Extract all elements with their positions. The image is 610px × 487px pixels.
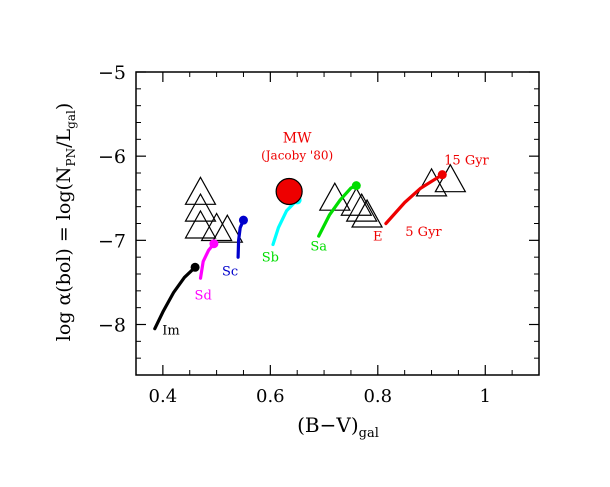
series-label: Im xyxy=(162,324,179,339)
series-label: Sd xyxy=(195,288,212,303)
mw-subtitle: (Jacoby '80) xyxy=(261,149,333,163)
triangle-marker xyxy=(345,192,378,222)
x-tick-label: 0.6 xyxy=(256,386,285,407)
series-line-sa xyxy=(317,184,358,238)
y-tick-label: −8 xyxy=(98,315,126,337)
series-label: Sa xyxy=(310,239,327,254)
plot-frame xyxy=(135,71,540,376)
x-axis-label: (B−V)gal xyxy=(297,413,379,441)
triangle-marker xyxy=(415,167,448,197)
series-line-im xyxy=(153,265,197,331)
x-tick-label: 0.4 xyxy=(149,386,178,407)
series-label: 15 Gyr xyxy=(444,154,489,169)
y-axis-label: log α(bol) = log(NPN/Lgal) xyxy=(53,103,78,342)
series-endpoint-sa xyxy=(351,181,361,191)
series-line-sd xyxy=(198,242,216,280)
triangle-marker xyxy=(211,213,244,243)
series-endpoint-e xyxy=(437,170,447,180)
mw-annotation: MW (Jacoby '80) xyxy=(261,131,333,206)
series-line-e xyxy=(384,173,444,226)
series-label: Sc xyxy=(222,265,238,280)
y-tick-label: −5 xyxy=(98,62,126,84)
triangle-marker xyxy=(351,198,384,228)
series-label: E xyxy=(373,229,383,244)
series-endpoint-sc xyxy=(238,215,248,225)
mw-title: MW xyxy=(283,131,312,147)
triangle-marker xyxy=(184,192,217,222)
triangle-marker xyxy=(200,212,233,242)
series-label: Sb xyxy=(262,250,279,265)
triangle-marker xyxy=(184,176,217,205)
x-tick-label: 1 xyxy=(480,386,491,407)
series-endpoint-im xyxy=(190,262,200,272)
triangle-marker xyxy=(184,209,217,239)
mw-point xyxy=(275,177,303,206)
series-label: 5 Gyr xyxy=(405,225,442,240)
axis-tick-labels: 0.4 0.6 0.8 1 −8 −7 −6 −5 xyxy=(98,62,491,407)
series-labels: Im Sd Sc Sb Sa E 5 Gyr 15 Gyr xyxy=(162,154,489,339)
y-tick-label: −7 xyxy=(98,230,126,252)
series-line-sb xyxy=(271,198,299,247)
series-endpoint-sd xyxy=(209,239,219,249)
y-tick-label: −6 xyxy=(98,146,126,168)
x-tick-label: 0.8 xyxy=(363,386,392,407)
axis-ticks xyxy=(135,71,540,376)
triangle-marker xyxy=(340,187,373,216)
